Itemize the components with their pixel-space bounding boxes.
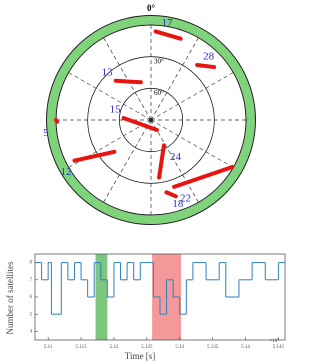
rim-edge <box>46 15 256 225</box>
highlight-span <box>95 254 108 340</box>
satellite-track <box>113 78 143 85</box>
figure: 0° Time [s] ×10⁵ Number of satellites 30… <box>5 3 286 361</box>
elevation-ring <box>87 56 215 184</box>
y-tick-label: 6 <box>30 295 33 300</box>
rim <box>46 15 256 225</box>
satellite-label: 12 <box>61 166 72 178</box>
plot-frame <box>34 253 286 341</box>
x-tick-label: 5.14 <box>241 345 250 350</box>
satellite-label: 28 <box>203 51 215 63</box>
ring-label: 30° <box>154 57 164 65</box>
y-tick-label: 5 <box>30 312 33 317</box>
spoke <box>68 72 152 121</box>
y-tick-label: 4 <box>30 330 33 335</box>
ring-label: 60° <box>154 89 164 97</box>
satellite-track <box>195 63 217 70</box>
spoke <box>150 119 199 203</box>
x-tick-label: 5.135 <box>207 345 219 350</box>
satellite-label: 13 <box>102 66 114 78</box>
satellite-label: 5 <box>43 127 49 139</box>
satellite-track <box>54 118 60 124</box>
spoke <box>103 37 152 121</box>
spoke <box>150 37 199 121</box>
spoke <box>150 72 234 121</box>
satellite-track <box>164 190 178 199</box>
satellite-label: 15 <box>110 104 122 116</box>
satellite-label: 22 <box>180 192 191 204</box>
satellite-label: 17 <box>162 17 174 29</box>
satellite-track <box>72 149 117 163</box>
spoke <box>150 119 234 168</box>
elevation-ring <box>118 87 184 153</box>
satellite-track <box>157 143 166 180</box>
zenith <box>149 118 153 122</box>
x-tick-label: 5.145 <box>273 345 285 350</box>
x-axis-label: Time [s] <box>125 351 155 361</box>
satellite-label: 18 <box>172 198 184 210</box>
satellite-track <box>153 29 183 41</box>
x-tick-label: 5.13 <box>175 345 184 350</box>
x-tick-label: 5.11 <box>44 345 53 350</box>
y-tick-label: 8 <box>30 261 33 266</box>
satellite-track <box>121 116 159 132</box>
x-tick-label: 5.12 <box>110 345 119 350</box>
satellite-track <box>172 164 235 189</box>
y-tick-label: 7 <box>30 278 33 283</box>
satellite-label: 24 <box>170 151 182 163</box>
y-axis-label: Number of satellites <box>5 261 15 334</box>
spoke <box>103 119 152 203</box>
north-label: 0° <box>147 3 156 13</box>
x-tick-label: 5.115 <box>76 345 88 350</box>
x-tick-label: 5.125 <box>141 345 153 350</box>
x-multiplier: ×10⁵ <box>269 338 279 344</box>
